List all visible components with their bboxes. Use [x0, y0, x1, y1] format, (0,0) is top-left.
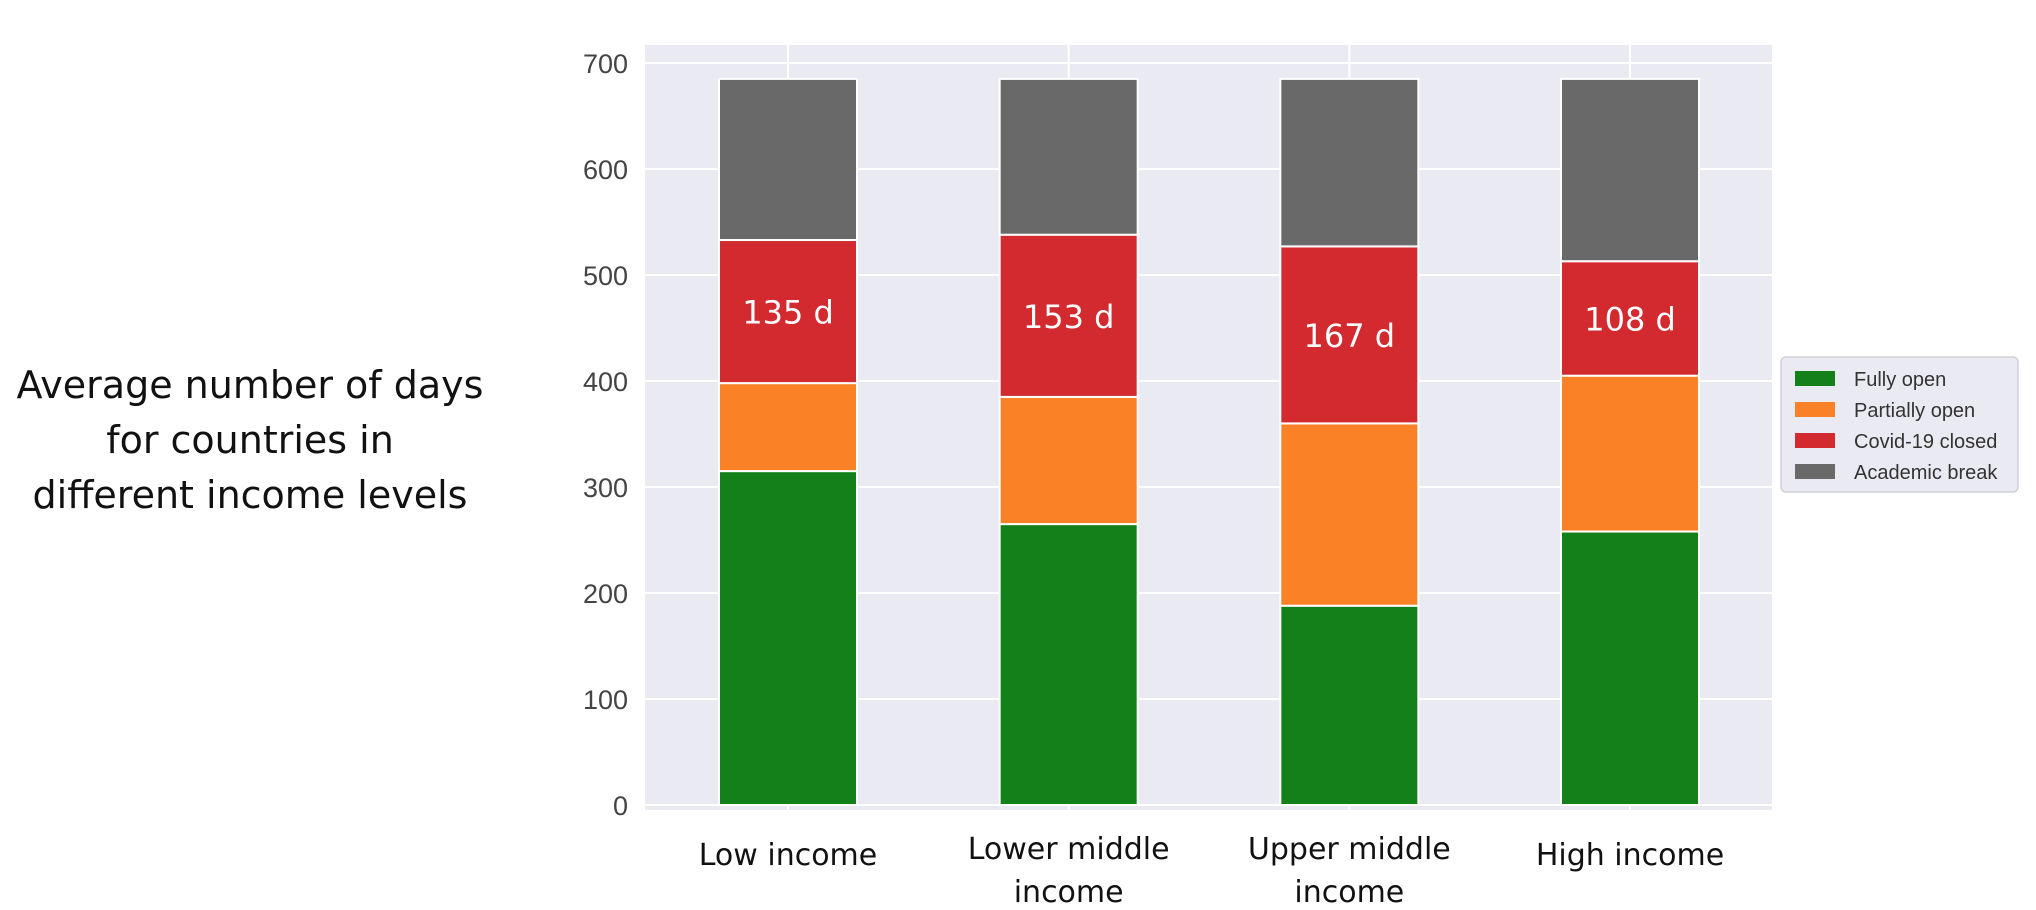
x-category-label: income [1014, 875, 1124, 910]
y-tick-label: 500 [583, 261, 628, 291]
x-category-label: High income [1536, 838, 1724, 873]
bar-segment-academic-break-1 [998, 77, 1139, 236]
x-category-label: income [1294, 875, 1404, 910]
legend-swatch [1795, 464, 1835, 479]
legend-box [1780, 356, 2019, 493]
legend-label: Covid-19 closed [1854, 431, 1997, 453]
legend-label: Academic break [1854, 462, 1998, 484]
y-tick-label: 700 [583, 49, 628, 79]
data-label: 135 d [742, 294, 834, 332]
bar-segment-fully-open-3 [1560, 530, 1700, 807]
bar-segment-covid-19-closed-0 [718, 239, 858, 385]
data-label: 108 d [1584, 300, 1676, 338]
x-category-label: Upper middle [1248, 832, 1451, 867]
x-category-label: Low income [699, 838, 878, 873]
y-tick-label: 400 [583, 367, 628, 397]
legend-swatch [1795, 371, 1835, 386]
legend-swatch [1795, 433, 1835, 448]
bar-segment-partially-open-3 [1560, 374, 1700, 533]
data-label: 153 d [1023, 298, 1115, 336]
bar-segment-partially-open-1 [998, 395, 1139, 526]
y-tick-label: 200 [583, 579, 628, 609]
side-title: Average number of days for countries in … [10, 358, 490, 523]
y-tick-label: 0 [613, 791, 628, 821]
side-title-line-1: Average number of days [16, 363, 484, 407]
bar-segment-partially-open-2 [1279, 422, 1420, 607]
x-category-label: Lower middle [968, 832, 1170, 867]
bar-segment-academic-break-3 [1560, 77, 1700, 263]
legend-label: Fully open [1854, 369, 1946, 391]
bar-segment-partially-open-0 [718, 382, 858, 473]
data-label: 167 d [1304, 317, 1396, 355]
side-title-line-3: different income levels [32, 473, 468, 517]
side-title-line-2: for countries in [106, 418, 394, 462]
y-tick-label: 100 [583, 685, 628, 715]
y-tick-label: 600 [583, 155, 628, 185]
bar-segment-fully-open-0 [718, 470, 858, 806]
bar-segment-covid-19-closed-1 [998, 233, 1139, 398]
bar-segment-fully-open-1 [998, 523, 1139, 806]
bar-segment-academic-break-2 [1279, 77, 1420, 248]
y-tick-label: 300 [583, 473, 628, 503]
bar-segment-fully-open-2 [1279, 604, 1420, 806]
legend-label: Partially open [1854, 400, 1975, 422]
bar-segment-academic-break-0 [718, 77, 858, 242]
legend-swatch [1795, 402, 1835, 417]
